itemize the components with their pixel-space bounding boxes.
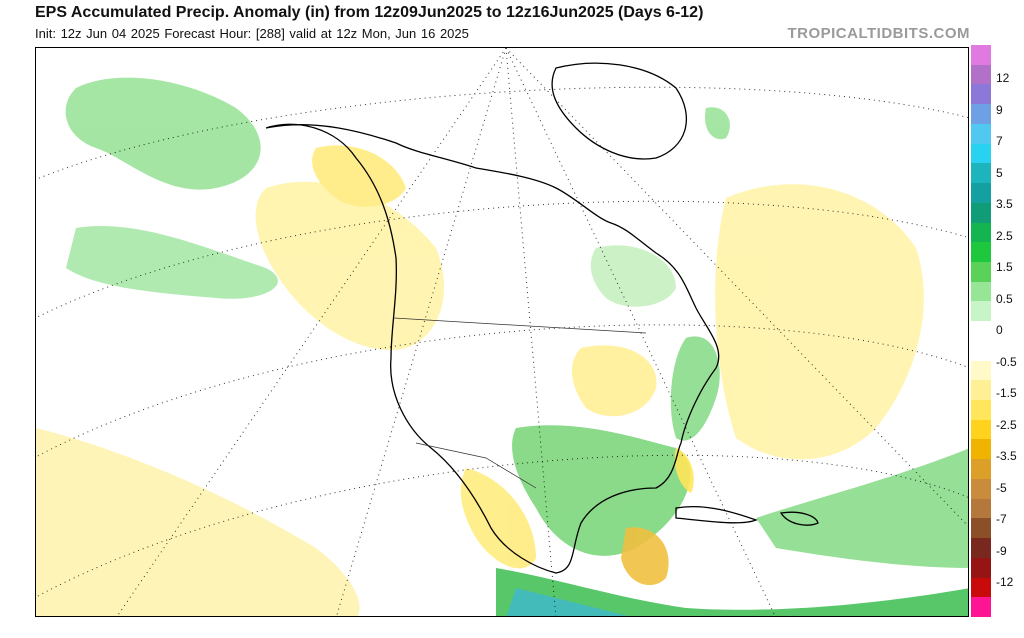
cuba-coastline <box>675 506 758 524</box>
north-america-coastline <box>265 123 720 574</box>
colorbar-cell <box>971 478 991 500</box>
colorbar-cell <box>971 321 991 342</box>
colorbar-cell <box>971 459 991 480</box>
colorbar-label: -2.5 <box>996 417 1017 432</box>
colorbar-cell <box>971 143 991 164</box>
colorbar-cell <box>971 202 991 223</box>
colorbar-cell <box>971 242 991 263</box>
colorbar-cell <box>971 557 991 579</box>
precip-anomaly-map <box>35 47 969 617</box>
colorbar-label: 2.5 <box>996 228 1013 243</box>
colorbar-cell <box>971 64 991 85</box>
wet-area-central-america <box>496 568 968 616</box>
colorbar-cell <box>971 222 991 243</box>
colorbar-cell <box>971 400 991 421</box>
hispaniola-coastline <box>779 511 819 526</box>
colorbar-label: 0 <box>996 323 1003 337</box>
dry-area-alaska <box>312 145 406 207</box>
boundary-layer <box>393 317 647 489</box>
graticule-lon-1 <box>116 48 507 616</box>
colorbar-cell <box>971 123 991 145</box>
colorbar-cell <box>971 439 991 460</box>
wet-area-pacific-band <box>66 226 278 299</box>
dry-anomaly-layer <box>36 145 924 616</box>
dry-area-mexico <box>460 468 536 569</box>
wet-area-northpacific <box>65 77 261 190</box>
colorbar-label: 9 <box>996 102 1003 117</box>
colorbar-cell <box>971 45 991 66</box>
colorbar-label: -12 <box>996 575 1014 589</box>
dry-area-west-coast <box>255 181 445 350</box>
dry-area-florida <box>674 448 694 493</box>
precip-colorbar <box>971 45 991 618</box>
graticule-lon-3 <box>505 48 557 616</box>
wet-anomaly-layer <box>65 77 968 616</box>
dry-area-atlantic <box>715 184 924 460</box>
dry-area-ohio-valley <box>571 345 657 417</box>
colorbar-cell <box>971 183 991 204</box>
wet-area-atlantic-coast <box>670 336 720 441</box>
colorbar-label: -1.5 <box>996 386 1017 400</box>
colorbar-label: 1.5 <box>996 260 1013 274</box>
colorbar-cell <box>971 518 991 539</box>
colorbar-label: 5 <box>996 165 1003 180</box>
colorbar-label: 7 <box>996 134 1003 148</box>
map-subtitle: Init: 12z Jun 04 2025 Forecast Hour: [28… <box>35 26 469 41</box>
colorbar-cell <box>971 163 991 184</box>
colorbar-cell <box>971 301 991 322</box>
colorbar-cell <box>971 538 991 559</box>
colorbar-cell <box>971 340 991 362</box>
dry-area-yucatan <box>621 527 669 586</box>
graticule-lon-2 <box>336 48 507 616</box>
wet-area-gulf <box>512 425 691 556</box>
colorbar-cell <box>971 380 991 401</box>
wet-area-caribbean <box>756 448 968 568</box>
wet-area-eastpac <box>506 588 628 616</box>
graticule-lat-2 <box>36 200 968 319</box>
us-mexico-border <box>415 442 537 489</box>
colorbar-label: -3.5 <box>996 449 1017 463</box>
us-canada-border <box>393 317 647 334</box>
colorbar-label: 0.5 <box>996 291 1013 306</box>
colorbar-cell <box>971 498 991 519</box>
colorbar-cell <box>971 84 991 105</box>
colorbar-cell <box>971 577 991 598</box>
colorbar-label: 3.5 <box>996 197 1013 211</box>
colorbar-cell <box>971 281 991 302</box>
colorbar-label: 12 <box>996 71 1010 85</box>
map-canvas <box>36 48 968 616</box>
colorbar-cell <box>971 419 991 440</box>
colorbar-label: -0.5 <box>996 354 1017 369</box>
map-title: EPS Accumulated Precip. Anomaly (in) fro… <box>35 4 704 21</box>
source-credit: TROPICALTIDBITS.COM <box>787 25 970 42</box>
wet-area-greenland-coast <box>705 107 730 140</box>
colorbar-label: -9 <box>996 543 1007 558</box>
colorbar-cell <box>971 104 991 125</box>
coastline-layer <box>265 62 819 574</box>
graticule-layer <box>36 48 968 616</box>
colorbar-cell <box>971 360 991 381</box>
colorbar-label: -5 <box>996 480 1007 495</box>
graticule-lon-4 <box>505 48 776 616</box>
colorbar-cell <box>971 261 991 283</box>
greenland-coastline <box>551 62 687 160</box>
wet-area-hudson <box>590 245 676 307</box>
colorbar-cell <box>971 597 991 618</box>
colorbar-label: -7 <box>996 512 1007 526</box>
dry-area-subtropical-pacific <box>36 428 360 616</box>
